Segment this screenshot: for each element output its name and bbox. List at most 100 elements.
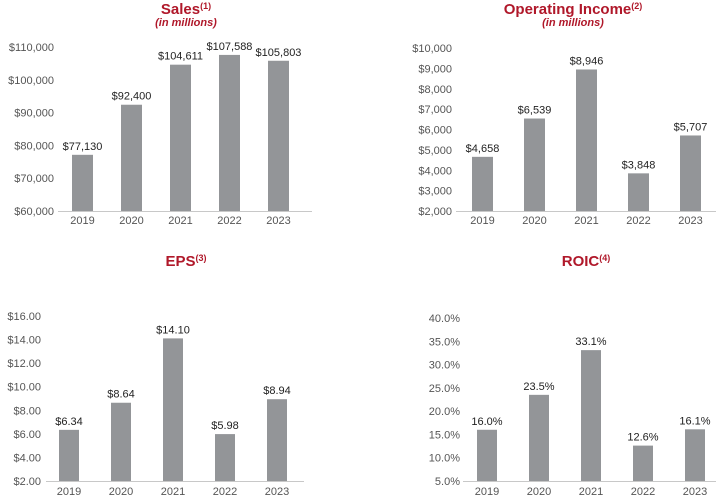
x-tick-label: 2020 — [522, 215, 546, 227]
y-tick-label: $100,000 — [8, 75, 54, 87]
x-tick-label: 2021 — [168, 215, 192, 227]
x-tick-label: 2022 — [213, 486, 237, 498]
y-tick-label: $5,000 — [418, 145, 452, 157]
data-label: 33.1% — [575, 336, 606, 348]
y-tick-label: $10.00 — [7, 382, 41, 394]
chart-title-note: (3) — [196, 253, 207, 263]
chart-4: ROIC(4) 5.0% 10.0% 15.0% 20.0% 25.0% 30.0% 35.0… — [429, 253, 716, 498]
y-tick-label: 25.0% — [429, 383, 460, 395]
data-label: $14.10 — [156, 324, 190, 336]
data-label: 12.6% — [627, 432, 658, 444]
bar — [267, 399, 287, 481]
data-label: $8.94 — [263, 385, 291, 397]
chart-title: EPS(3) — [165, 253, 206, 270]
x-tick-label: 2019 — [70, 215, 94, 227]
chart-2: Operating Income(2)(in millions) $2,000 $3… — [412, 1, 716, 227]
data-label: $105,803 — [256, 47, 302, 59]
data-label: $5.98 — [211, 420, 239, 432]
data-label: $8,946 — [570, 55, 604, 67]
y-tick-label: 10.0% — [429, 453, 460, 465]
data-label: $5,707 — [674, 121, 708, 133]
y-tick-label: $60,000 — [14, 206, 54, 218]
y-tick-label: 35.0% — [429, 336, 460, 348]
y-tick-label: 20.0% — [429, 406, 460, 418]
x-tick-label: 2020 — [109, 486, 133, 498]
data-label: 16.1% — [679, 415, 710, 427]
x-tick-label: 2021 — [579, 486, 603, 498]
bar — [268, 60, 289, 211]
x-tick-label: 2020 — [527, 486, 551, 498]
y-tick-label: $8,000 — [418, 84, 452, 96]
data-label: $4,658 — [466, 143, 500, 155]
bar — [215, 434, 235, 481]
bar — [170, 64, 191, 211]
y-tick-label: 40.0% — [429, 313, 460, 325]
chart-title-text: Operating Income — [504, 1, 632, 18]
bar — [680, 135, 701, 211]
y-tick-label: $6,000 — [418, 125, 452, 137]
bar — [685, 429, 705, 481]
y-tick-label: $10,000 — [412, 43, 452, 55]
chart-subtitle: (in millions) — [542, 17, 604, 29]
bar — [628, 173, 649, 211]
chart-title-note: (4) — [599, 253, 610, 263]
chart-title-note: (1) — [200, 1, 211, 11]
x-tick-label: 2019 — [470, 215, 494, 227]
y-tick-label: 30.0% — [429, 360, 460, 372]
data-label: $104,611 — [158, 51, 203, 63]
x-tick-label: 2021 — [161, 486, 185, 498]
x-tick-label: 2023 — [265, 486, 289, 498]
y-tick-label: 5.0% — [435, 476, 460, 488]
chart-title-text: ROIC — [562, 253, 600, 270]
data-label: $3,848 — [622, 159, 656, 171]
chart-title: Sales(1) — [161, 1, 211, 18]
data-label: $8.64 — [107, 389, 135, 401]
data-label: 23.5% — [523, 381, 554, 393]
data-label: $6,539 — [518, 105, 552, 117]
x-tick-label: 2023 — [678, 215, 702, 227]
chart-1: Sales(1)(in millions) $60,000 $70,000 $80,0… — [8, 1, 312, 227]
y-tick-label: $3,000 — [418, 186, 452, 198]
y-tick-label: $16.00 — [7, 311, 41, 323]
bar — [576, 69, 597, 211]
y-tick-label: $2,000 — [418, 206, 452, 218]
y-tick-label: $80,000 — [14, 140, 54, 152]
data-label: $6.34 — [55, 416, 83, 428]
bar — [581, 350, 601, 481]
x-tick-label: 2022 — [631, 486, 655, 498]
y-tick-label: $90,000 — [14, 108, 54, 120]
x-tick-label: 2022 — [217, 215, 241, 227]
data-label: $77,130 — [63, 141, 103, 153]
y-tick-label: $14.00 — [7, 335, 41, 347]
x-tick-label: 2019 — [475, 486, 499, 498]
x-tick-label: 2023 — [683, 486, 707, 498]
data-label: $107,588 — [207, 41, 253, 53]
x-tick-label: 2023 — [266, 215, 290, 227]
x-tick-label: 2019 — [57, 486, 81, 498]
y-tick-label: $110,000 — [9, 42, 54, 54]
y-tick-label: $9,000 — [418, 63, 452, 75]
chart-title: ROIC(4) — [562, 253, 611, 270]
x-tick-label: 2021 — [574, 215, 598, 227]
bar — [477, 429, 497, 481]
chart-3: EPS(3) $2.00 $4.00 $6.00 $8.00 $10.00 $12.00 $1… — [7, 253, 304, 498]
y-tick-label: $4,000 — [418, 165, 452, 177]
data-label: 16.0% — [471, 416, 502, 428]
chart-title: Operating Income(2) — [504, 1, 643, 18]
bar — [529, 394, 549, 481]
x-tick-label: 2020 — [119, 215, 143, 227]
y-tick-label: $8.00 — [13, 405, 41, 417]
y-tick-label: $2.00 — [13, 476, 41, 488]
chart-subtitle: (in millions) — [155, 17, 217, 29]
bar — [219, 54, 240, 211]
y-tick-label: $70,000 — [14, 173, 54, 185]
chart-title-text: EPS — [165, 253, 195, 270]
bar — [163, 338, 183, 481]
y-tick-label: 15.0% — [429, 429, 460, 441]
bar — [472, 156, 493, 211]
bar — [72, 154, 93, 211]
data-label: $92,400 — [112, 91, 152, 103]
x-tick-label: 2022 — [626, 215, 650, 227]
y-tick-label: $6.00 — [13, 429, 41, 441]
